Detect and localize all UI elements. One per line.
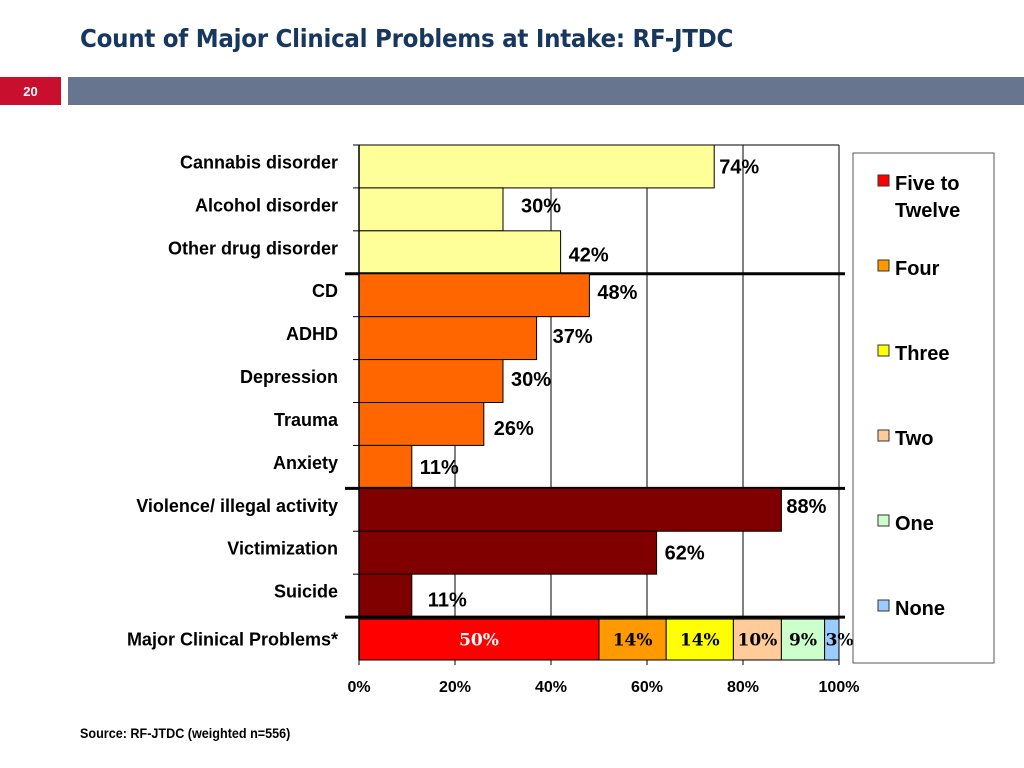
category-label: Anxiety [273, 453, 338, 473]
x-tick-label: 0% [347, 679, 370, 696]
bar [358, 187, 504, 232]
value-label: 42% [569, 244, 609, 266]
bar [358, 573, 413, 618]
value-label: 11% [420, 457, 459, 479]
slide-number: 20 [0, 77, 61, 105]
value-label: 74% [719, 156, 759, 178]
source-note: Source: RF-JTDC (weighted n=556) [80, 725, 291, 741]
legend-label: One [895, 513, 934, 535]
category-label: ADHD [286, 324, 338, 344]
category-label: Depression [240, 367, 338, 387]
stacked-value-label: 14% [613, 631, 653, 651]
legend-swatch [877, 429, 890, 442]
slide-title: Count of Major Clinical Problems at Inta… [80, 24, 734, 53]
legend-label: Twelve [895, 200, 960, 222]
bar [358, 487, 782, 532]
x-tick-label: 80% [727, 679, 759, 696]
legend-label: Three [895, 343, 949, 365]
value-label: 37% [553, 326, 593, 348]
stacked-value-label: 10% [737, 631, 777, 651]
category-label: Other drug disorder [168, 238, 338, 258]
legend-swatch [877, 514, 890, 527]
category-label: Violence/ illegal activity [136, 496, 338, 516]
category-label: Trauma [274, 410, 339, 430]
bar [358, 144, 715, 189]
legend-swatch [877, 599, 890, 612]
stacked-segment [665, 618, 734, 661]
bar [358, 316, 538, 361]
value-label: 62% [665, 543, 705, 565]
value-label: 30% [521, 195, 561, 217]
stacked-segment [780, 618, 826, 661]
category-label: Suicide [274, 582, 338, 602]
x-tick-label: 40% [535, 679, 567, 696]
bar [358, 530, 658, 575]
stacked-value-label: 3% [826, 631, 854, 651]
legend-label: Five to [895, 173, 959, 195]
stacked-segment [358, 618, 600, 661]
value-label: 11% [428, 590, 467, 612]
value-label: 26% [494, 418, 534, 440]
value-label: 30% [511, 369, 551, 391]
bar [358, 273, 590, 318]
x-tick-label: 100% [819, 679, 860, 696]
value-label: 48% [597, 282, 637, 304]
legend-label: None [895, 598, 945, 620]
bar [358, 359, 504, 404]
x-tick-label: 60% [631, 679, 663, 696]
category-label: Alcohol disorder [195, 195, 338, 215]
title-underline-bar [68, 77, 1024, 105]
bar [358, 230, 562, 275]
bar [358, 444, 413, 489]
legend-label: Two [895, 428, 934, 450]
stacked-value-label: 50% [459, 631, 499, 651]
legend-label: Four [895, 258, 940, 280]
stacked-value-label: 9% [789, 631, 817, 651]
category-label: Major Clinical Problems* [127, 630, 338, 650]
bar [358, 402, 485, 446]
category-label: Victimization [227, 539, 338, 559]
category-label: CD [312, 281, 338, 301]
category-label: Cannabis disorder [180, 152, 338, 172]
legend-box [852, 152, 995, 664]
stacked-value-label: 14% [680, 631, 720, 651]
legend-swatch [877, 174, 890, 187]
x-tick-label: 20% [439, 679, 471, 696]
legend-swatch [877, 344, 890, 357]
value-label: 88% [786, 496, 826, 518]
legend-swatch [877, 259, 890, 272]
